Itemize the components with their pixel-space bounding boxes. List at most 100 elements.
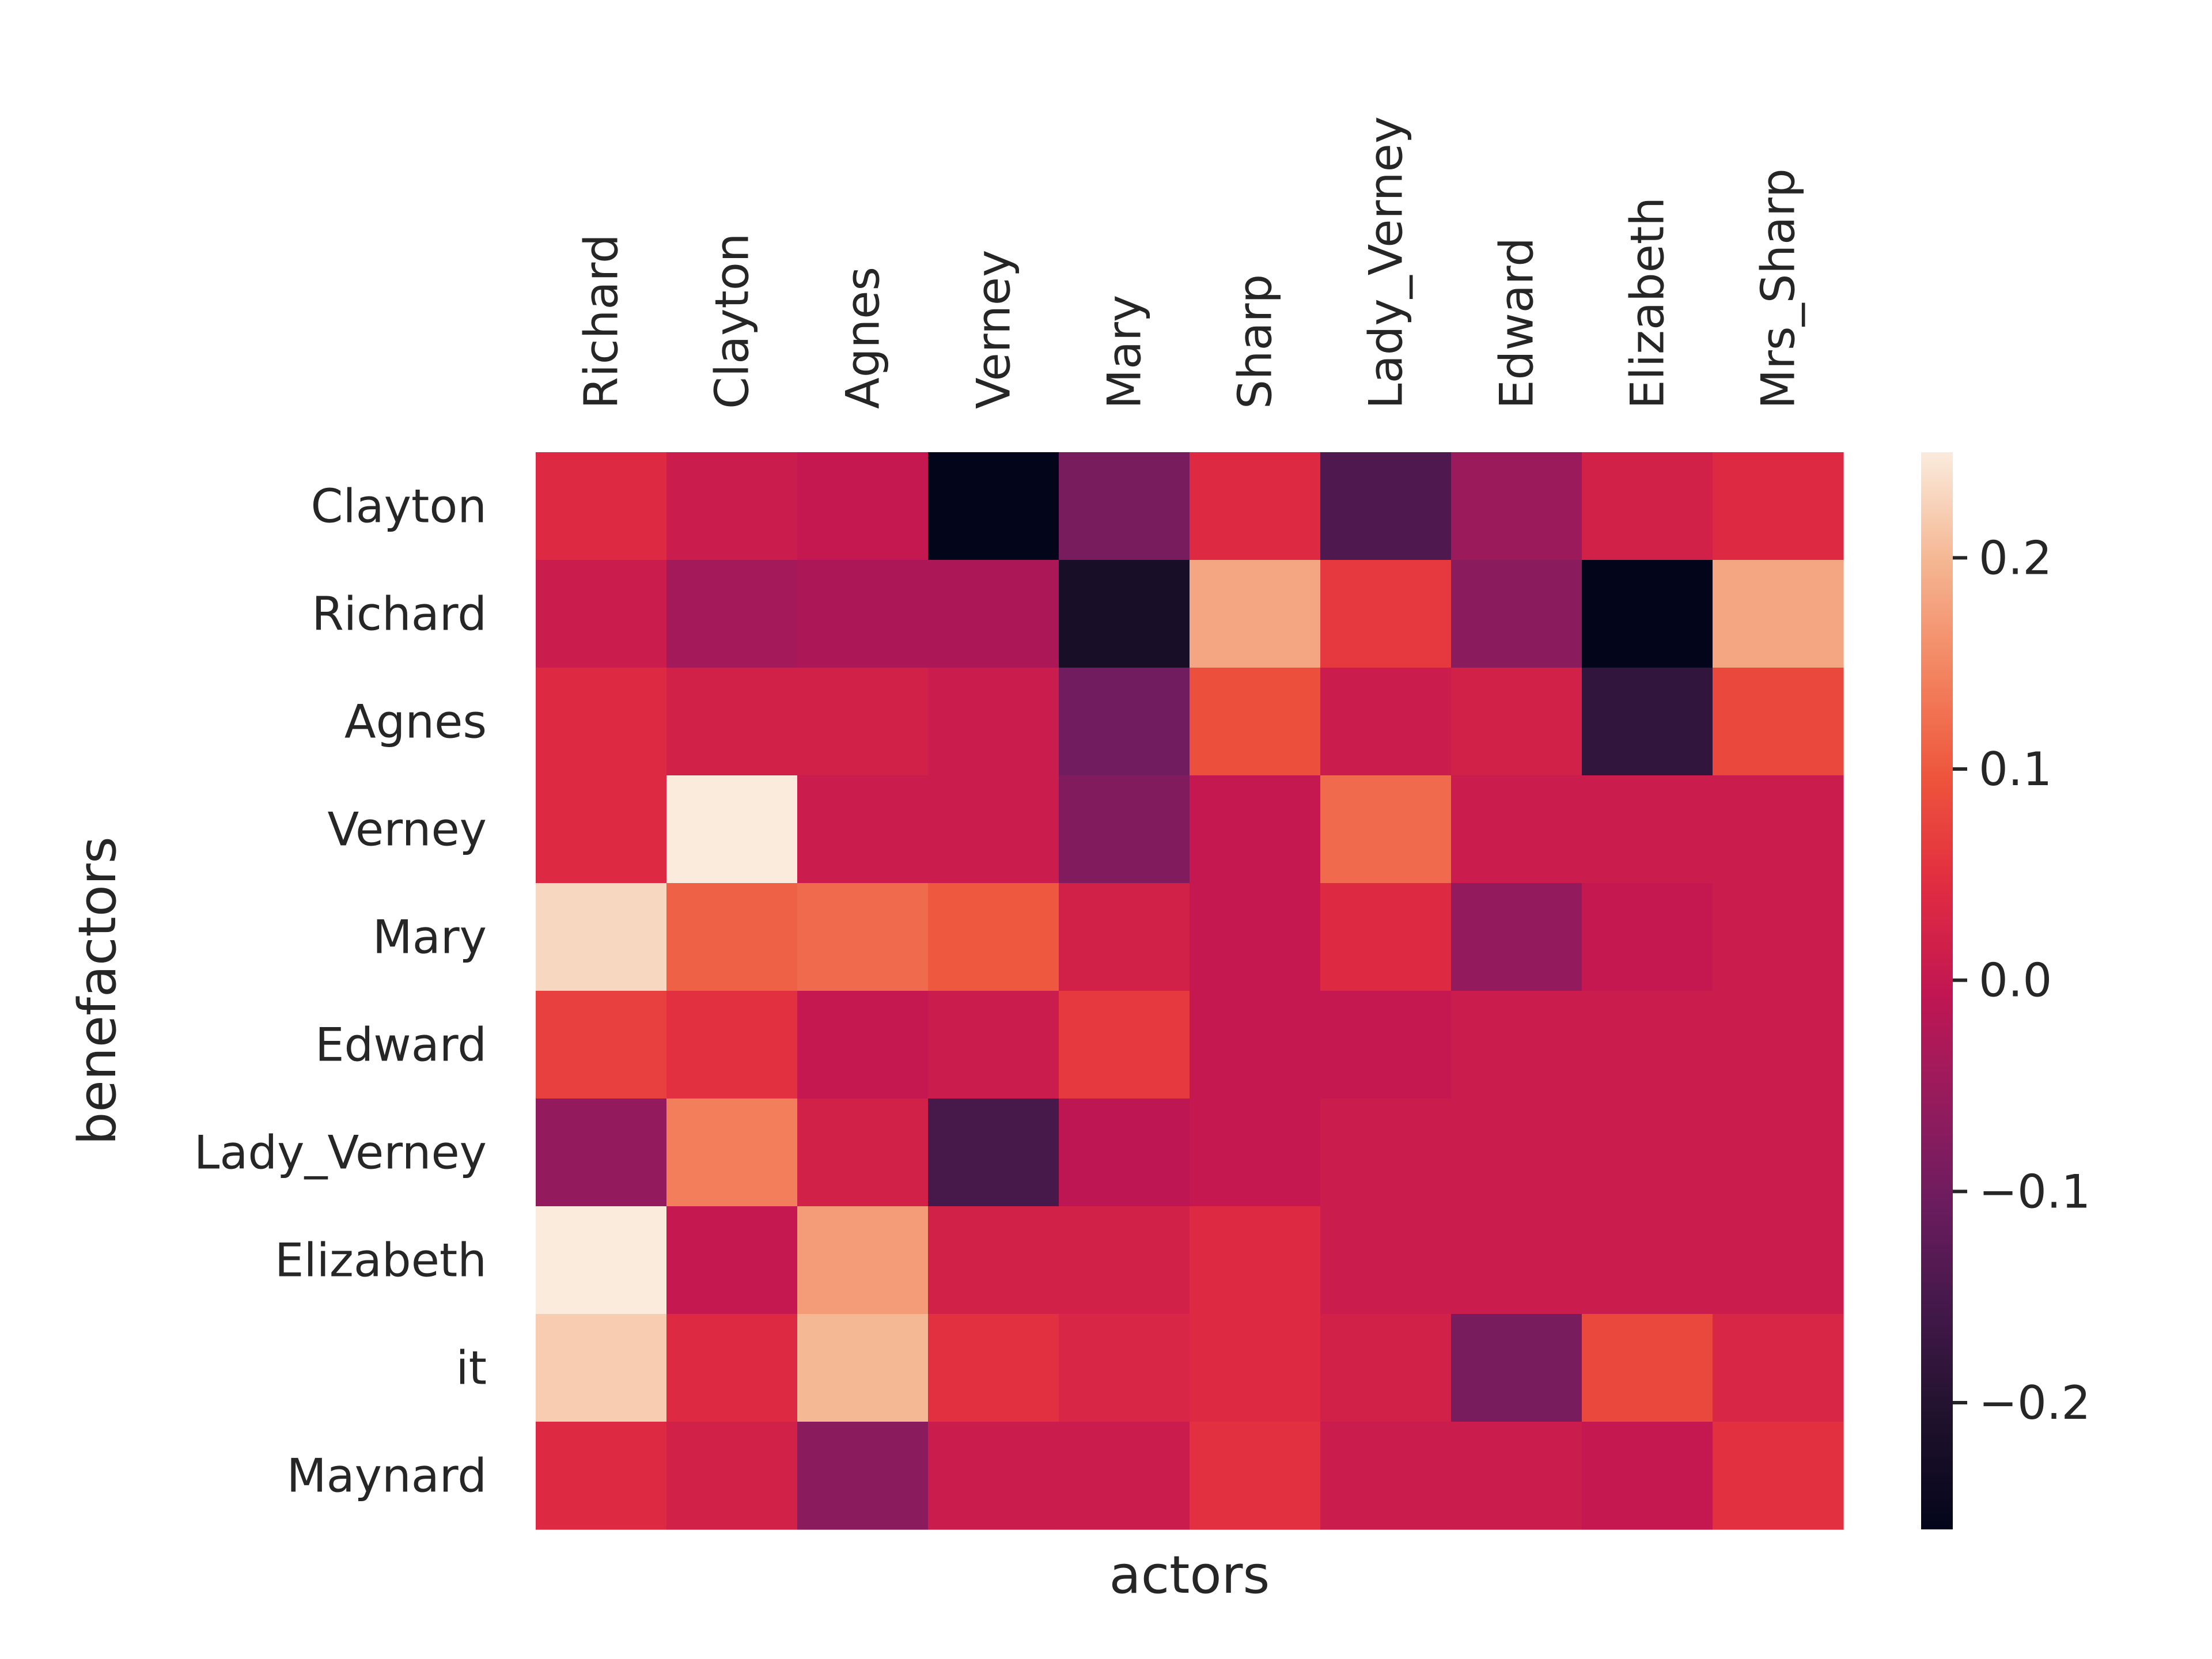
heatmap-cell [666, 452, 798, 560]
heatmap-cell [1190, 452, 1321, 560]
heatmap-cell [1320, 1314, 1452, 1422]
heatmap-cell [1320, 560, 1452, 668]
heatmap-cell [1320, 883, 1452, 991]
heatmap-cell [1059, 883, 1190, 991]
heatmap-cell [666, 991, 798, 1099]
heatmap-cell [536, 560, 667, 668]
heatmap-cell [928, 560, 1059, 668]
heatmap-cell [1190, 668, 1321, 776]
heatmap-cell [1582, 1206, 1713, 1315]
heatmap-cell [1451, 883, 1582, 991]
colorbar-tick-label: −0.2 [1979, 1376, 2090, 1430]
heatmap-cell [666, 775, 798, 884]
heatmap-cell [928, 775, 1059, 884]
heatmap-cell [666, 1206, 798, 1315]
x-tick-label: Agnes [836, 267, 890, 409]
heatmap-cell [1582, 452, 1713, 560]
heatmap-cell [1582, 883, 1713, 991]
heatmap-cell [928, 1099, 1059, 1207]
colorbar: 0.2 0.1 0.0 −0.1 −0.2 [1921, 452, 2090, 1529]
heatmap-cell [1320, 1099, 1452, 1207]
heatmap-cell [797, 560, 929, 668]
heatmap-cell [797, 1099, 929, 1207]
x-tick-label: Mrs_Sharp [1752, 168, 1805, 409]
colorbar-tick-label: −0.1 [1979, 1165, 2090, 1218]
heatmap-cell [1320, 991, 1452, 1099]
heatmap-cell [536, 452, 667, 560]
heatmap-cell [928, 991, 1059, 1099]
heatmap-cell [666, 1422, 798, 1530]
heatmap-cell [797, 1314, 929, 1422]
y-tick-label: Edward [315, 1018, 487, 1072]
heatmap-cell [1059, 668, 1190, 776]
heatmap-cell [928, 883, 1059, 991]
heatmap-cell [666, 1314, 798, 1422]
y-tick-label: Mary [373, 911, 487, 964]
heatmap-cell [1582, 560, 1713, 668]
y-tick-label: Elizabeth [275, 1234, 487, 1287]
heatmap-cell [1320, 1422, 1452, 1530]
heatmap-cell [1713, 1314, 1844, 1422]
heatmap-cell [1059, 452, 1190, 560]
heatmap-cell [797, 1206, 929, 1315]
heatmap-cell [1190, 775, 1321, 884]
y-tick-label: Agnes [344, 695, 487, 749]
x-tick-label: Verney [967, 250, 1021, 409]
heatmap-cell [666, 668, 798, 776]
heatmap-cell [1713, 452, 1844, 560]
heatmap-cell [928, 1314, 1059, 1422]
heatmap-cell [536, 1099, 667, 1207]
y-tick-label: Lady_Verney [194, 1126, 487, 1180]
x-tick-label: Sharp [1229, 274, 1282, 409]
heatmap-cell [1451, 1206, 1582, 1315]
colorbar-ticks: 0.2 0.1 0.0 −0.1 −0.2 [1953, 531, 2090, 1430]
heatmap-cell [536, 1422, 667, 1530]
heatmap-cell [1451, 1314, 1582, 1422]
heatmap-cell [1059, 560, 1190, 668]
heatmap-cell [1190, 1206, 1321, 1315]
x-tick-label: Edward [1490, 237, 1544, 409]
heatmap-cell [797, 668, 929, 776]
heatmap-cell [666, 883, 798, 991]
heatmap-cell [1190, 991, 1321, 1099]
y-tick-label: Maynard [287, 1449, 487, 1503]
heatmap-cell [1451, 560, 1582, 668]
x-tick-label: Clayton [706, 233, 759, 409]
x-tick-label: Lady_Verney [1359, 116, 1413, 409]
x-tick-label: Richard [575, 234, 628, 409]
heatmap-cell [1451, 1099, 1582, 1207]
heatmap-cell [1713, 883, 1844, 991]
heatmap-cell [1713, 1422, 1844, 1530]
heatmap-cell [1713, 1206, 1844, 1315]
heatmap-cell [928, 1206, 1059, 1315]
heatmap-cell [1582, 1314, 1713, 1422]
x-tick-label: Mary [1098, 295, 1152, 409]
heatmap-cell [1582, 991, 1713, 1099]
colorbar-tick-label: 0.2 [1979, 531, 2052, 585]
heatmap-cell [1713, 991, 1844, 1099]
heatmap-cell [1320, 452, 1452, 560]
heatmap-cell [1582, 1422, 1713, 1530]
heatmap-cell [1320, 775, 1452, 884]
heatmap-cell [797, 991, 929, 1099]
heatmap-cell [1582, 668, 1713, 776]
heatmap-cell [1059, 1206, 1190, 1315]
colorbar-tick-label: 0.0 [1979, 954, 2052, 1007]
heatmap-cell [1190, 883, 1321, 991]
heatmap-cell [1451, 775, 1582, 884]
x-tick-labels: Richard Clayton Agnes Verney Mary Sharp Lady_V… [575, 116, 1805, 409]
heatmap-cell [928, 452, 1059, 560]
heatmap-cell [1190, 1422, 1321, 1530]
y-axis-label: benefactors [67, 836, 128, 1145]
heatmap-cell [1713, 560, 1844, 668]
y-tick-label: Verney [328, 803, 487, 857]
y-tick-labels: Clayton Richard Agnes Verney Mary Edward Lady_… [194, 480, 487, 1503]
heatmap-cell [536, 775, 667, 884]
heatmap-cell [797, 1422, 929, 1530]
heatmap-cell [797, 775, 929, 884]
heatmap-cell [1582, 775, 1713, 884]
y-tick-label: Clayton [311, 480, 487, 533]
heatmap-cell [1451, 668, 1582, 776]
heatmap-cell [1190, 1099, 1321, 1207]
